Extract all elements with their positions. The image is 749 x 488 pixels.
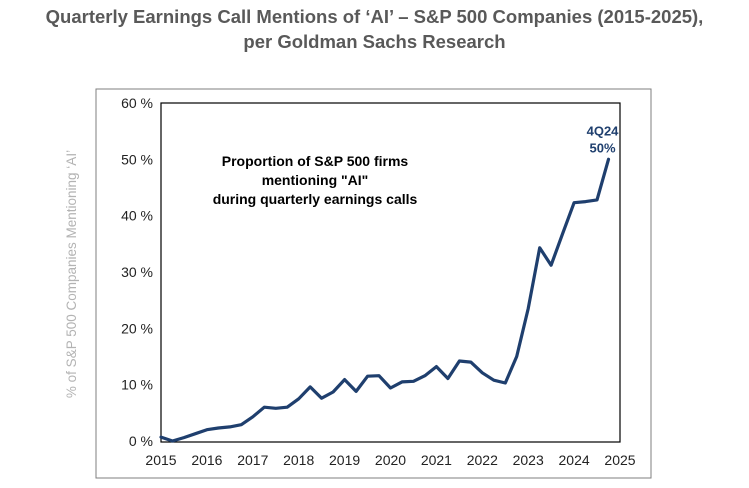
x-tick-label: 2023 <box>513 452 544 468</box>
y-tick-label: 20 % <box>121 320 153 336</box>
x-tick-label: 2016 <box>191 452 222 468</box>
chart-title-line-1: Quarterly Earnings Call Mentions of ‘AI’… <box>45 6 704 27</box>
y-tick-label: 60 % <box>121 95 153 111</box>
annotation-line: Proportion of S&P 500 firms <box>222 153 409 169</box>
x-tick-label: 2022 <box>467 452 498 468</box>
plot-area-border <box>160 102 621 443</box>
y-tick-label: 40 % <box>121 208 153 224</box>
peak-label-quarter: 4Q24 <box>587 123 620 138</box>
y-axis-ticks: 0 % 10 % 20 % 30 % 40 % 50 % 60 % <box>121 95 153 449</box>
x-tick-label: 2020 <box>375 452 406 468</box>
series-group <box>159 157 611 443</box>
x-tick-label: 2024 <box>559 452 590 468</box>
x-tick-label: 2015 <box>145 452 176 468</box>
chart-title: Quarterly Earnings Call Mentions of ‘AI’… <box>0 4 749 54</box>
annotation-line: mentioning "AI" <box>262 172 369 188</box>
chart-annotation: Proportion of S&P 500 firms mentioning "A… <box>213 153 418 207</box>
x-tick-label: 2017 <box>237 452 268 468</box>
peak-label-value: 50% <box>590 140 616 155</box>
y-tick-label: 30 % <box>121 264 153 280</box>
y-axis-label: % of S&P 500 Companies Mentioning ‘AI’ <box>64 150 79 398</box>
chart-title-line-2: per Goldman Sachs Research <box>243 31 506 52</box>
annotation-line: during quarterly earnings calls <box>213 191 418 207</box>
series-line <box>159 157 611 443</box>
x-tick-label: 2021 <box>421 452 452 468</box>
x-tick-label: 2019 <box>329 452 360 468</box>
y-tick-label: 0 % <box>129 433 153 449</box>
chart-frame <box>95 88 652 479</box>
x-tick-label: 2025 <box>604 452 635 468</box>
y-tick-label: 10 % <box>121 377 153 393</box>
x-tick-label: 2018 <box>283 452 314 468</box>
y-tick-label: 50 % <box>121 151 153 167</box>
x-axis-ticks: 2015 2016 2017 2018 2019 2020 2021 2022 2023 2024… <box>145 452 635 468</box>
